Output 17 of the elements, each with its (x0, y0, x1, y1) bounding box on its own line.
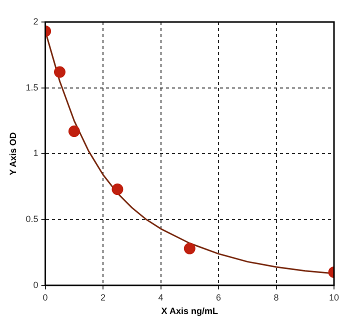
point (184, 242, 196, 254)
point (54, 66, 66, 78)
point (112, 184, 124, 196)
x-tick-label: 0 (42, 292, 48, 302)
x-tick-label: 4 (158, 292, 164, 302)
x-tick-label: 8 (274, 292, 279, 302)
x-tick-label: 10 (328, 292, 340, 302)
y-tick-label: 0.5 (26, 214, 38, 224)
y-tick-label: 2 (33, 16, 38, 26)
x-axis-title: X Axis ng/mL (161, 306, 218, 316)
x-tick-label: 2 (100, 292, 106, 302)
y-tick-label: 0 (33, 280, 38, 290)
y-tick-label: 1 (33, 148, 38, 158)
x-tick-label: 6 (216, 292, 222, 302)
y-axis-title: Y Axis OD (8, 132, 18, 176)
point (68, 126, 80, 138)
y-tick-label: 1.5 (26, 82, 38, 92)
